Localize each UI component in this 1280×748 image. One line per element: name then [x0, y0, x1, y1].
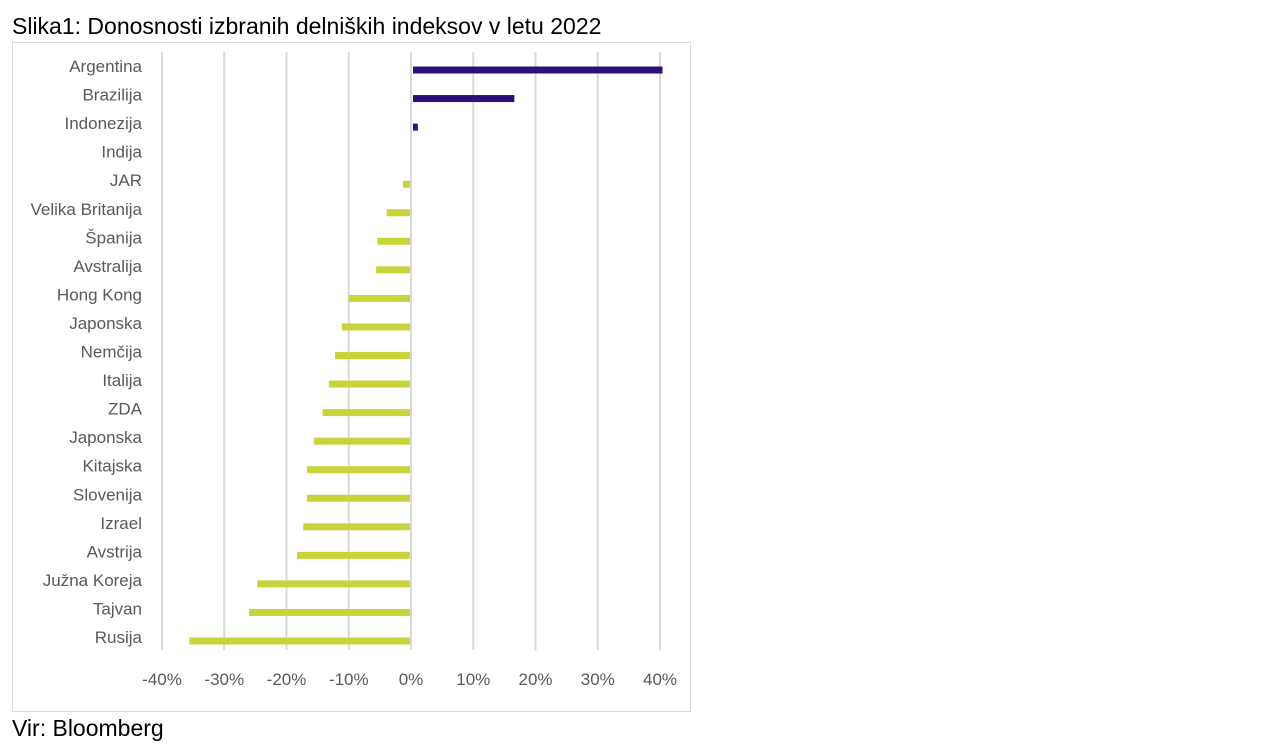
bar — [335, 352, 410, 359]
category-label: Izrael — [100, 514, 142, 533]
category-label: Japonska — [69, 428, 142, 447]
gridlines — [161, 52, 661, 650]
bar — [348, 294, 410, 302]
bar — [297, 551, 410, 559]
x-tick-label: -40% — [142, 670, 182, 689]
bar — [303, 523, 410, 531]
x-tick-label: -30% — [204, 670, 244, 689]
bar — [413, 95, 515, 103]
category-labels: Argentina Brazilija Indonezija Indija JAR Vel… — [30, 57, 142, 647]
category-label: Hong Kong — [57, 285, 142, 304]
category-label: Italija — [102, 371, 142, 390]
bar — [413, 123, 418, 131]
category-label: Velika Britanija — [30, 200, 142, 219]
bar — [376, 266, 410, 274]
bar — [307, 494, 410, 502]
x-tick-label: 10% — [456, 670, 490, 689]
category-label: JAR — [110, 171, 142, 190]
x-tick-label: 40% — [643, 670, 677, 689]
bar — [386, 209, 410, 217]
category-label: Avstralija — [73, 257, 142, 276]
bar — [257, 580, 410, 588]
category-label: Južna Koreja — [43, 571, 143, 590]
bar — [307, 466, 410, 474]
chart-source: Vir: Bloomberg — [12, 715, 164, 741]
category-label: Španija — [85, 228, 142, 247]
bars — [189, 66, 663, 645]
bar — [402, 180, 410, 188]
x-axis-tick-labels: -40% -30% -20% -10% 0% 10% 20% 30% 40% — [142, 670, 677, 689]
x-tick-label: -10% — [329, 670, 369, 689]
x-tick-label: 20% — [518, 670, 552, 689]
bar — [249, 608, 410, 616]
bar — [377, 237, 410, 245]
category-label: Tajvan — [93, 599, 142, 618]
category-label: Slovenija — [73, 485, 143, 504]
category-label: Kitajska — [82, 457, 142, 476]
bar — [313, 437, 410, 445]
x-tick-label: 30% — [581, 670, 615, 689]
chart-title: Slika1: Donosnosti izbranih delniških in… — [12, 13, 602, 39]
category-label: Japonska — [69, 314, 142, 333]
x-tick-label: -20% — [267, 670, 307, 689]
category-label: Indija — [101, 143, 142, 162]
category-label: Argentina — [69, 57, 142, 76]
x-tick-label: 0% — [399, 670, 424, 689]
category-label: Indonezija — [64, 114, 142, 133]
bar — [341, 323, 410, 331]
bar — [413, 66, 663, 74]
category-label: Nemčija — [81, 343, 143, 362]
chart-frame — [12, 42, 691, 712]
category-label: Rusija — [95, 628, 143, 647]
category-label: ZDA — [108, 400, 143, 419]
bar — [189, 637, 410, 645]
bar — [322, 409, 410, 417]
category-label: Avstrija — [87, 542, 143, 561]
bar — [328, 380, 410, 388]
category-label: Brazilija — [82, 86, 142, 105]
